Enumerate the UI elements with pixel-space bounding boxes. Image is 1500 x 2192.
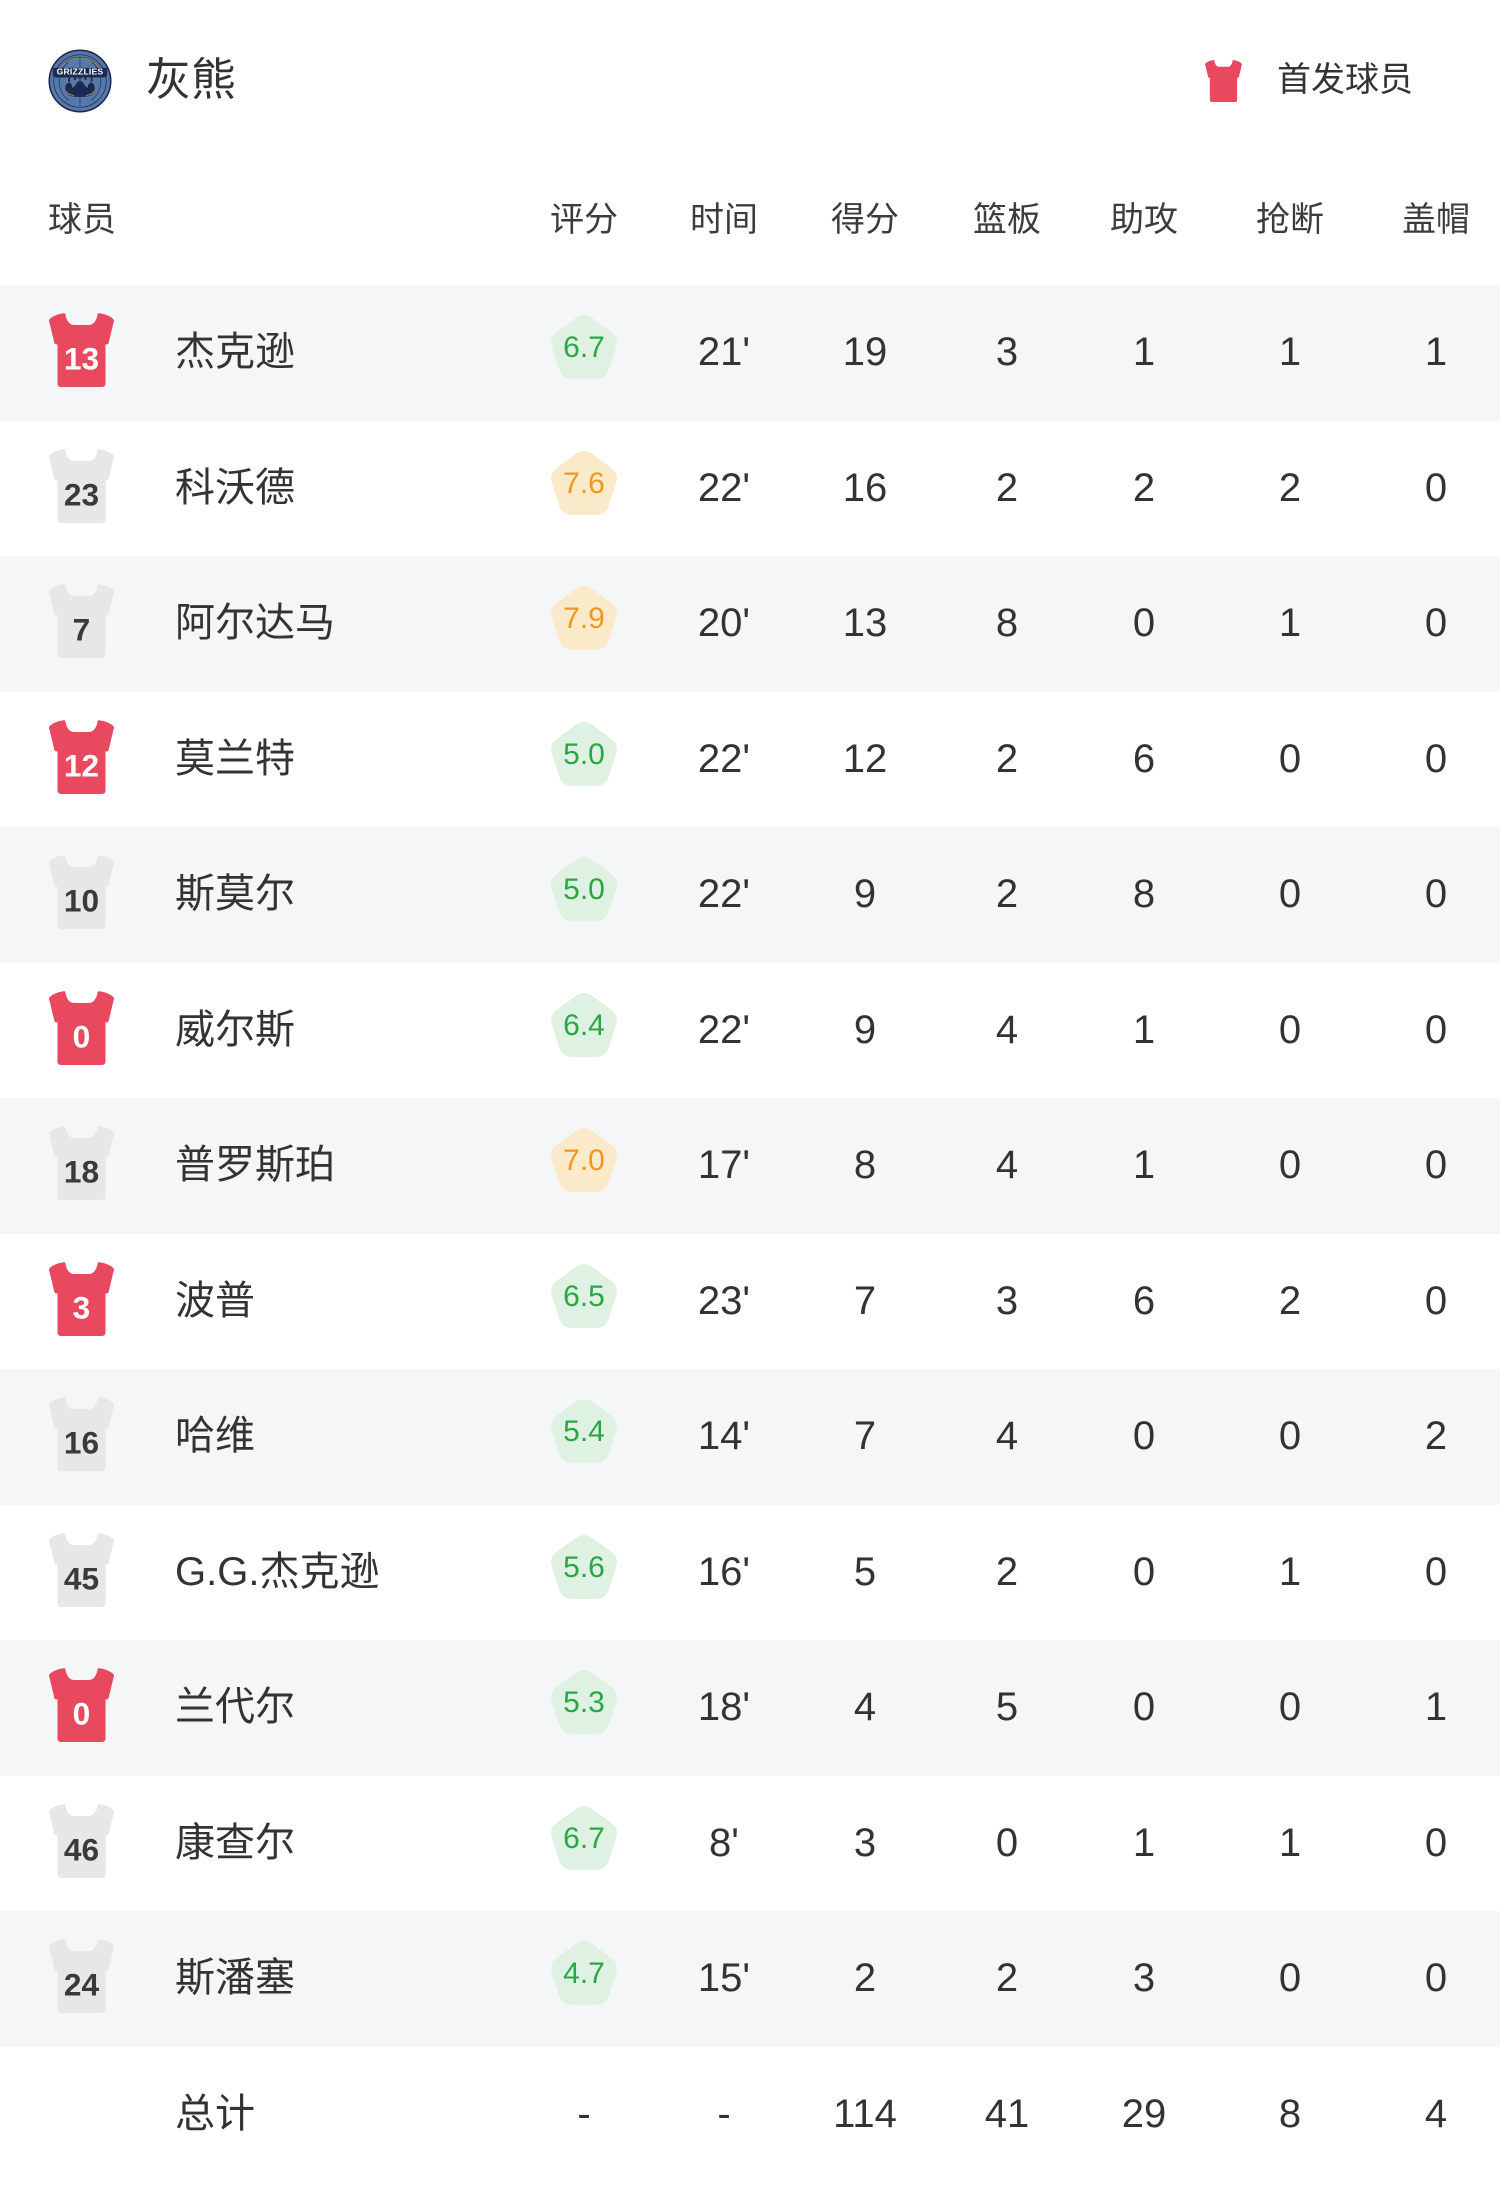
svg-text:7.0: 7.0 (563, 1144, 605, 1177)
svg-text:5.4: 5.4 (563, 1415, 605, 1448)
svg-text:0: 0 (73, 1696, 91, 1732)
svg-text:10: 10 (64, 883, 99, 919)
svg-text:5.0: 5.0 (563, 738, 605, 771)
svg-text:4.7: 4.7 (563, 1957, 605, 1990)
svg-text:45: 45 (64, 1560, 99, 1596)
svg-text:6.4: 6.4 (563, 1009, 605, 1042)
svg-text:0: 0 (73, 1018, 91, 1054)
svg-text:18: 18 (64, 1154, 99, 1190)
svg-text:6.7: 6.7 (563, 1822, 605, 1855)
svg-text:12: 12 (64, 747, 99, 783)
svg-text:7.6: 7.6 (563, 467, 605, 500)
svg-text:6.7: 6.7 (563, 331, 605, 364)
svg-text:6.5: 6.5 (563, 1280, 605, 1313)
svg-text:24: 24 (64, 1967, 100, 2003)
svg-text:13: 13 (64, 341, 99, 377)
svg-text:7: 7 (73, 612, 91, 648)
svg-text:GRIZZLIES: GRIZZLIES (57, 67, 104, 77)
svg-text:23: 23 (64, 476, 99, 512)
svg-text:5.3: 5.3 (563, 1686, 605, 1719)
svg-text:5.0: 5.0 (563, 873, 605, 906)
svg-text:3: 3 (73, 1289, 91, 1325)
svg-text:7.9: 7.9 (563, 602, 605, 635)
svg-text:46: 46 (64, 1831, 99, 1867)
svg-text:16: 16 (64, 1425, 99, 1461)
svg-text:5.6: 5.6 (563, 1551, 605, 1584)
